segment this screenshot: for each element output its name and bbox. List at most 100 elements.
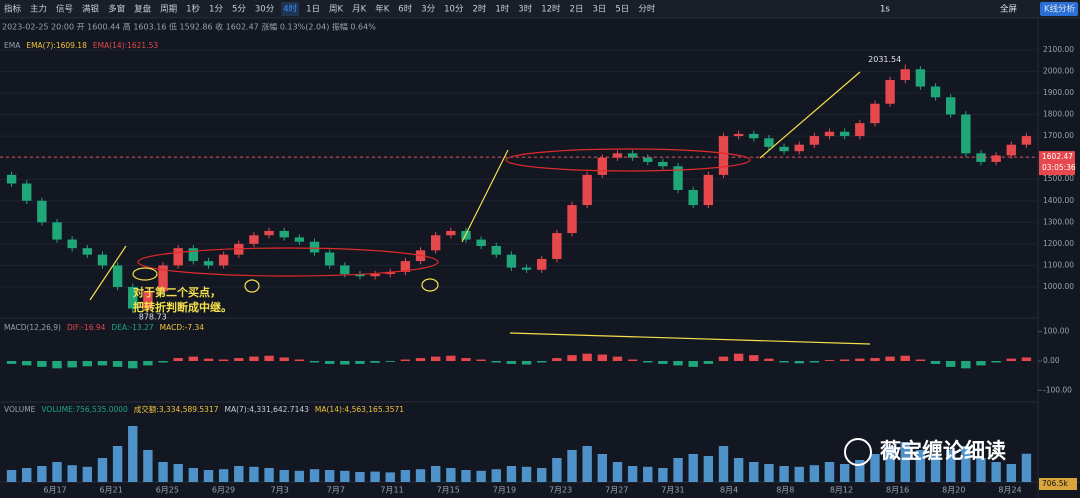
macd-bar	[870, 358, 880, 361]
volume-bar	[703, 456, 714, 482]
candle-body	[82, 248, 93, 255]
toolbar-item[interactable]: 1秒	[186, 4, 200, 15]
volume-bar	[824, 462, 835, 482]
active-tab	[281, 2, 300, 16]
toolbar-item[interactable]: 1s	[880, 5, 890, 15]
toolbar-item[interactable]: 年K	[375, 4, 390, 15]
toolbar-item[interactable]: 6时	[398, 4, 412, 15]
candle-body	[521, 267, 532, 270]
toolbar-item[interactable]: 月K	[352, 5, 367, 15]
volume-bar	[627, 466, 638, 482]
x-tick-label: 7月7	[327, 486, 345, 495]
macd-bar	[446, 355, 456, 361]
candle-body	[158, 265, 168, 292]
toolbar-item[interactable]: 4时	[283, 4, 297, 15]
volume-bar	[218, 469, 229, 482]
volume-bar	[279, 470, 289, 482]
macd-bar	[234, 358, 244, 361]
macd-bar	[188, 356, 199, 361]
y-tick-label: 1400.00	[1043, 196, 1074, 205]
macd-bar	[415, 358, 426, 361]
toolbar-item[interactable]: 1分	[209, 5, 223, 15]
toolbar-item[interactable]: 5日	[615, 5, 629, 15]
volume-bar	[67, 465, 77, 482]
candle-body	[567, 205, 577, 234]
volume-bar	[870, 454, 880, 482]
toolbar-item[interactable]: 3分	[421, 5, 435, 15]
toolbar-item[interactable]: 12时	[541, 4, 561, 15]
toolbar-item[interactable]: 10分	[444, 5, 464, 15]
y-tick-label: 1300.00	[1043, 217, 1074, 226]
candle-body	[915, 69, 926, 87]
volume-bar	[506, 466, 517, 482]
toolbar-item[interactable]: 2时	[472, 4, 486, 15]
toolbar-item[interactable]: 信号	[56, 4, 73, 15]
legend-item: 成交额:3,334,589.5317	[134, 404, 219, 414]
volume-tag	[1039, 478, 1077, 490]
toolbar-item[interactable]: 多窗	[108, 4, 125, 15]
volume-bar	[400, 470, 411, 482]
y-tick-label: 1200.00	[1043, 239, 1074, 248]
candle-body	[839, 131, 850, 137]
volume-bar	[612, 462, 623, 482]
volume-bar	[37, 466, 47, 482]
wechat-icon	[844, 438, 872, 466]
macd-bar	[673, 361, 683, 366]
y-tick-label: 1100.00	[1043, 260, 1074, 269]
macd-bar	[143, 361, 153, 366]
volume-bar	[839, 464, 850, 482]
volume-bar	[961, 446, 971, 482]
x-tick-label: 8月12	[830, 486, 853, 495]
macd-bar	[643, 361, 653, 363]
macd-bar	[764, 358, 774, 361]
yellow-arrow	[509, 332, 871, 345]
toolbar-item[interactable]: 满银	[82, 4, 100, 15]
volume-bar	[264, 468, 274, 482]
toolbar-item[interactable]: 指标	[4, 4, 22, 15]
volume-bar	[128, 426, 138, 482]
volume-bar	[749, 462, 759, 482]
toolbar-item[interactable]: 周K	[329, 5, 344, 15]
high-label: 2031.54	[868, 55, 901, 64]
toolbar-item[interactable]: 3日	[592, 5, 606, 15]
toolbar-item[interactable]: 5分	[232, 5, 246, 15]
macd-bar	[794, 361, 804, 364]
volume-bar	[809, 465, 820, 482]
volume-bar	[764, 464, 774, 482]
volume-bar	[794, 466, 804, 482]
macd-bar	[476, 359, 486, 361]
toolbar-item[interactable]: 分时	[638, 4, 656, 15]
macd-bar	[703, 361, 714, 364]
toolbar-item[interactable]: 3时	[518, 4, 532, 15]
toolbar-item[interactable]: 全屏	[1000, 4, 1018, 15]
hand-drawings	[89, 71, 871, 345]
macd-bar	[491, 361, 501, 363]
toolbar-item[interactable]: 1时	[495, 4, 509, 15]
toolbar-item[interactable]: 周期	[160, 5, 177, 15]
macd-bar	[1006, 358, 1016, 361]
candle-body	[446, 230, 456, 236]
volume-bar	[900, 442, 910, 482]
volume-bar	[521, 466, 532, 482]
x-tick-label: 7月19	[493, 486, 516, 495]
candle-body	[824, 131, 835, 137]
toolbar-item[interactable]: 2日	[570, 5, 584, 15]
toolbar-item[interactable]: 1日	[306, 5, 320, 15]
toolbar-item[interactable]: K线分析	[1044, 4, 1076, 15]
toolbar-item[interactable]: 30分	[255, 5, 275, 15]
price-tag	[1039, 151, 1075, 176]
toolbar-item[interactable]: 主力	[30, 4, 47, 15]
macd-bar	[112, 361, 123, 367]
macd-bar	[1021, 357, 1032, 361]
toolbar-item[interactable]: 复盘	[134, 4, 152, 15]
volume-bar	[688, 454, 698, 482]
candle-body	[991, 155, 1001, 162]
volume-bar	[188, 468, 199, 482]
macd-bar	[279, 357, 289, 361]
macd-bar	[294, 359, 305, 361]
volume-bar	[643, 466, 653, 482]
macd-bar	[961, 361, 971, 369]
macd-bar	[6, 361, 17, 364]
macd-bar	[52, 361, 62, 369]
